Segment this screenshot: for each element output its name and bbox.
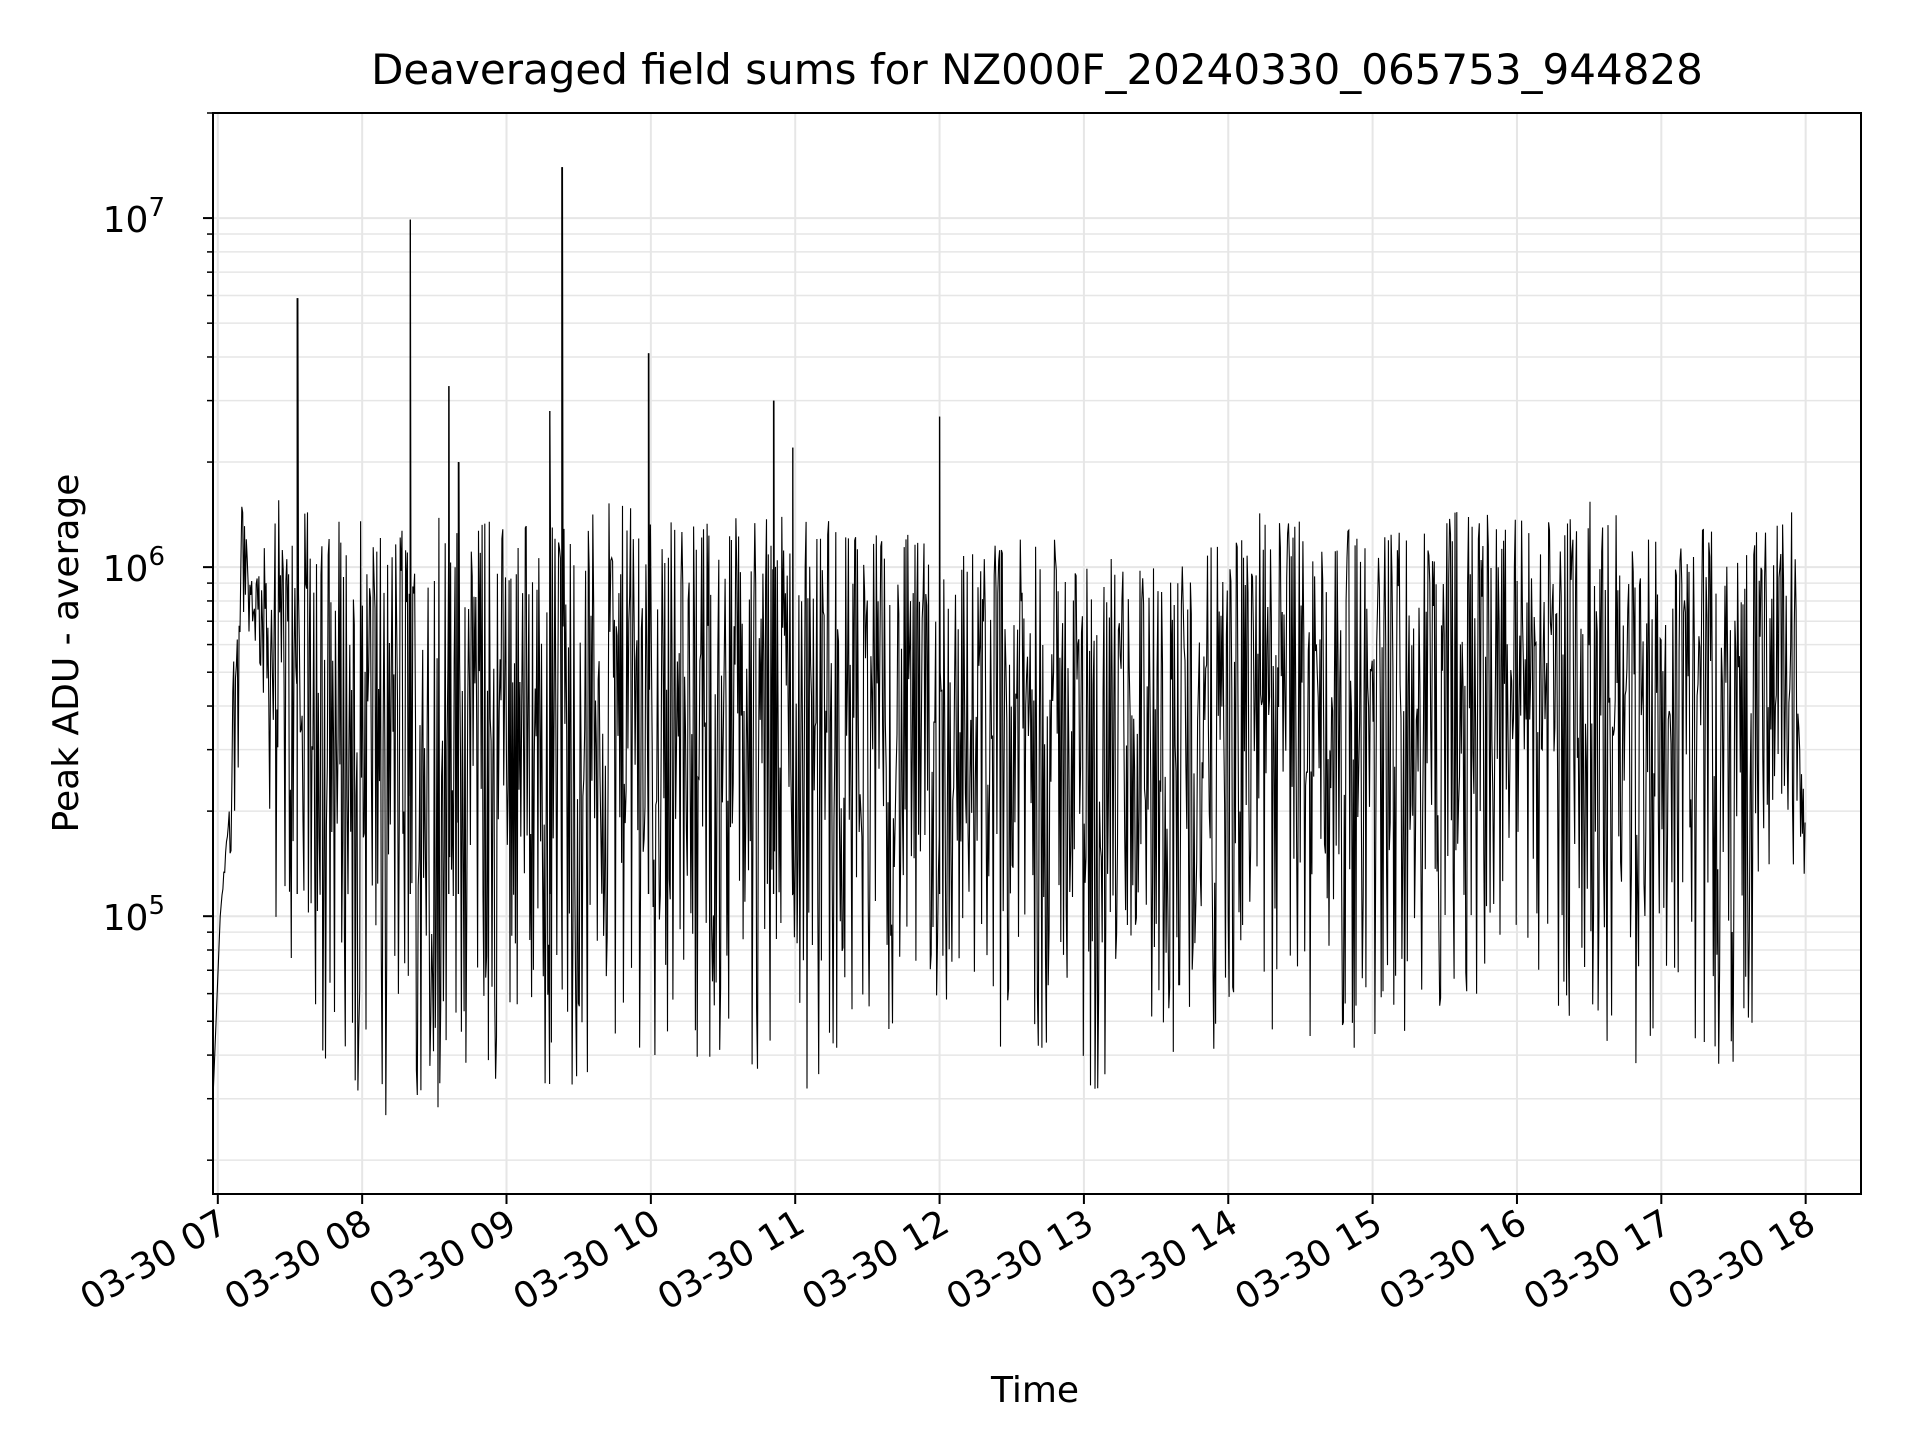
y-tick-base: 10 (103, 898, 149, 939)
y-tick-exponent: 7 (148, 193, 165, 223)
y-tick-exponent: 5 (148, 891, 165, 921)
y-tick-label: 105 (103, 891, 165, 939)
series-line (213, 167, 1806, 1116)
y-tick-label: 106 (103, 542, 165, 590)
y-tick-label: 107 (103, 193, 165, 241)
plot-frame (212, 112, 1862, 1195)
y-axis-label: Peak ADU - average (46, 474, 87, 833)
y-tick-exponent: 6 (148, 542, 165, 572)
series-group (213, 167, 1806, 1116)
y-tick-base: 10 (103, 549, 149, 590)
y-tick-base: 10 (103, 200, 149, 241)
chart-title: Deaveraged field sums for NZ000F_2024033… (371, 45, 1703, 94)
x-axis-label: Time (990, 1370, 1079, 1411)
